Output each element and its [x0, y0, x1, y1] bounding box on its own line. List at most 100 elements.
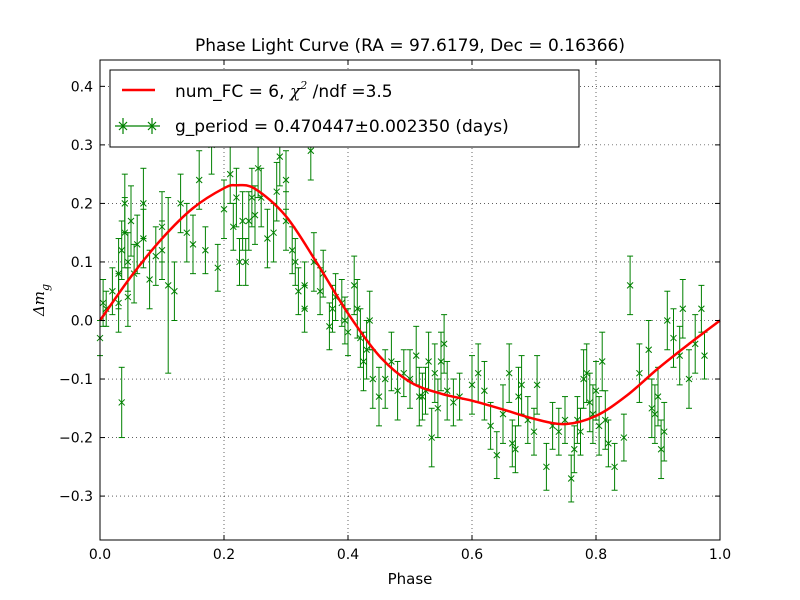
legend-data-label: g_period = 0.470447±0.002350 (days): [175, 117, 509, 137]
y-axis-label: Δmg: [30, 284, 52, 317]
marker-x: [164, 282, 172, 289]
data-point: [657, 419, 665, 480]
marker-x: [291, 258, 299, 266]
data-point: [468, 355, 476, 415]
data-point: [592, 360, 600, 421]
data-point: [251, 185, 259, 245]
data-point: [233, 167, 240, 228]
data-point: [487, 401, 494, 450]
data-point: [164, 197, 172, 374]
marker-x: [660, 428, 668, 436]
legend-fit-label: num_FC = 6, χ2 /ndf =3.5: [175, 79, 393, 102]
marker-x: [493, 451, 501, 459]
marker-x: [651, 410, 659, 418]
data-point: [381, 349, 389, 409]
marker-x: [276, 153, 284, 160]
marker-x: [350, 282, 358, 289]
data-point: [118, 220, 126, 281]
data-point: [419, 372, 426, 421]
data-point: [481, 360, 488, 421]
data-point: [440, 314, 448, 374]
marker-x: [561, 416, 569, 424]
data-point: [115, 273, 122, 333]
marker-x: [229, 223, 237, 231]
data-point: [543, 442, 550, 491]
marker-x: [412, 352, 420, 359]
x-tick-label: 1.0: [709, 547, 731, 563]
marker-x: [474, 369, 482, 377]
marker-x: [220, 205, 228, 213]
marker-x: [434, 404, 442, 412]
marker-x: [239, 217, 246, 225]
marker-x: [499, 410, 507, 418]
data-point: [109, 267, 116, 316]
marker-x: [518, 381, 525, 389]
marker-x: [245, 217, 253, 225]
y-tick-label: 0.3: [71, 138, 93, 154]
marker-x: [326, 322, 333, 330]
data-point: [270, 202, 277, 263]
marker-x: [443, 387, 451, 395]
data-point: [341, 296, 349, 345]
data-point: [505, 343, 513, 403]
data-point: [530, 407, 538, 456]
marker-x: [394, 387, 401, 395]
data-point: [171, 261, 178, 321]
marker-x: [611, 463, 618, 471]
marker-x: [425, 358, 432, 365]
marker-x: [505, 369, 513, 377]
data-point: [326, 302, 333, 351]
marker-x: [341, 317, 349, 324]
x-tick-label: 0.4: [337, 547, 359, 563]
marker-x: [118, 399, 126, 406]
data-point: [214, 243, 222, 292]
data-point: [648, 378, 656, 439]
y-tick-label: 0.0: [71, 313, 93, 329]
marker-x: [363, 346, 370, 354]
marker-x: [648, 404, 656, 412]
data-point: [295, 267, 302, 316]
marker-x: [133, 241, 141, 248]
marker-x: [183, 229, 191, 237]
data-point: [524, 396, 532, 444]
axis-ticks: 0.0 0.2 0.4 0.6 0.8 1.0 −0.3 −0.2 −0.1 0.0 0.1 0.2 0…: [59, 60, 731, 563]
marker-x: [663, 317, 671, 324]
data-point: [133, 214, 141, 275]
x-tick-label: 0.2: [213, 547, 235, 563]
data-point: [583, 343, 591, 403]
data-point: [291, 238, 299, 286]
marker-x: [589, 410, 597, 418]
marker-x: [375, 393, 383, 400]
marker-x: [189, 241, 197, 248]
data-point: [434, 378, 442, 439]
y-tick-label: 0.1: [71, 255, 93, 271]
legend-box: [109, 69, 580, 148]
data-point: [177, 173, 184, 234]
marker-x: [592, 387, 600, 395]
marker-x: [171, 287, 178, 295]
data-point: [415, 366, 423, 427]
data-point: [685, 349, 693, 409]
marker-x: [254, 164, 262, 172]
marker-x: [202, 246, 209, 254]
x-tick-label: 0.8: [585, 547, 607, 563]
marker-x: [353, 305, 361, 313]
marker-x: [99, 299, 107, 307]
data-point: [257, 167, 265, 228]
plot-frame: [99, 59, 721, 541]
fit-curve: [98, 183, 721, 426]
marker-x: [415, 393, 423, 400]
data-point: [152, 226, 160, 286]
marker-x: [109, 287, 116, 295]
marker-x: [270, 229, 277, 237]
marker-x: [481, 387, 488, 395]
data-point: [375, 366, 383, 427]
marker-x: [295, 287, 302, 295]
marker-x: [307, 147, 315, 155]
marker-x: [158, 246, 166, 254]
data-point: [586, 372, 594, 433]
data-point: [598, 331, 606, 392]
marker-x: [344, 328, 352, 336]
marker-x: [118, 246, 126, 254]
